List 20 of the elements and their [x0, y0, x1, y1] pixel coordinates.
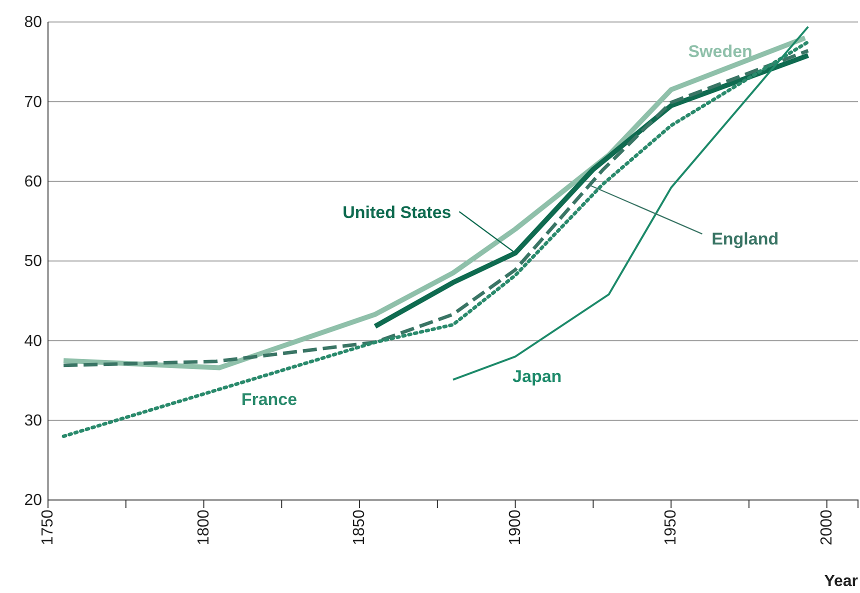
series-label: France: [241, 390, 298, 410]
text: United States: [342, 202, 452, 222]
y-tick-label: 50: [24, 253, 42, 270]
x-tick-label: 1750: [40, 510, 56, 546]
y-tick-label: 30: [24, 412, 42, 430]
text: England: [712, 229, 779, 248]
x-tick-label: 1900: [506, 510, 524, 546]
x-tick-label: 2000: [818, 510, 836, 546]
y-tick-label: 60: [24, 173, 42, 190]
x-tick-label: 1850: [351, 510, 368, 546]
x-axis-title: Year: [824, 573, 858, 590]
y-tick-label: 40: [24, 332, 42, 350]
line-series: [62, 40, 810, 438]
series-label: Japan: [512, 367, 562, 386]
series-label: Sweden: [688, 42, 752, 62]
x-tick-label: 1800: [195, 510, 212, 546]
y-tick-label: 20: [24, 492, 42, 510]
y-tick-label: 70: [24, 94, 42, 111]
y-tick-label: 80: [24, 14, 42, 32]
x-tick-label: 1950: [662, 510, 680, 546]
